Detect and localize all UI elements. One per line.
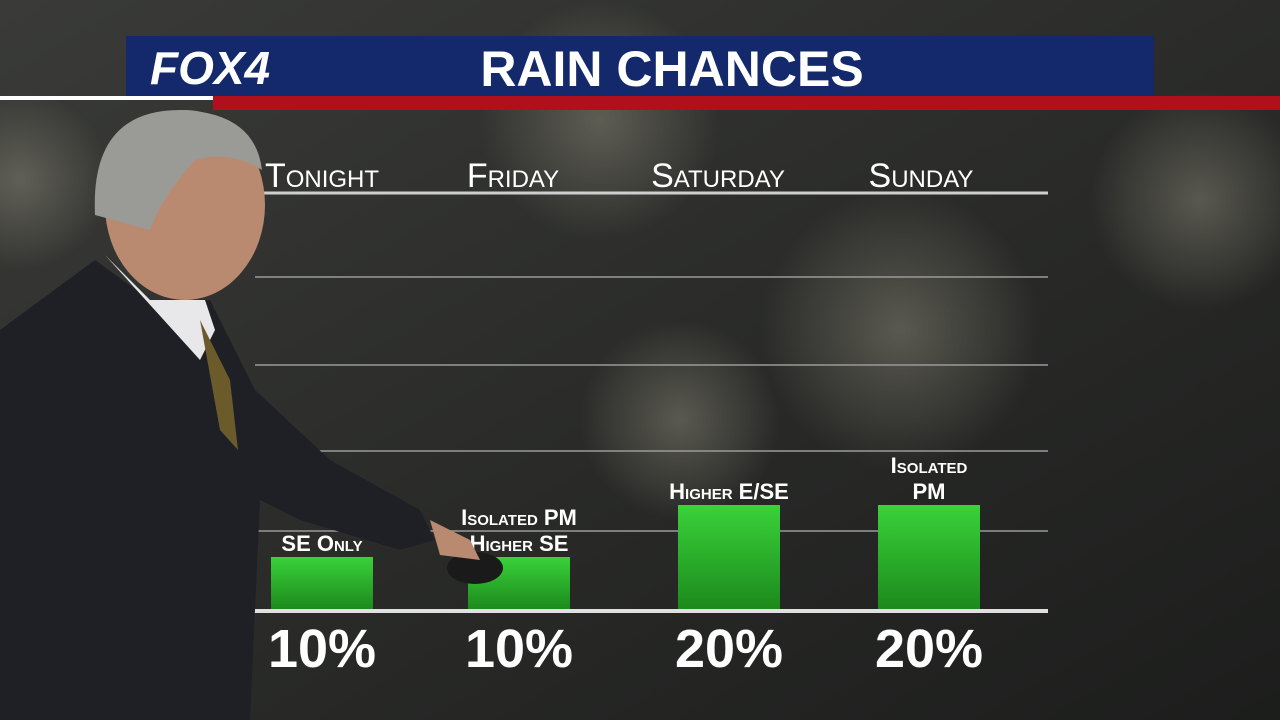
day-label: Tonight (265, 157, 379, 195)
value-label: 10% (268, 619, 376, 679)
bokeh (0, 0, 1280, 520)
day-label: Friday (467, 157, 559, 195)
bar (878, 505, 980, 609)
header-red-stripe (213, 96, 1280, 110)
presenter (0, 110, 503, 720)
value-label: 20% (675, 619, 783, 679)
header-bar (126, 36, 1154, 96)
value-label: 10% (465, 619, 573, 679)
annotation: SE Only (281, 531, 362, 556)
guide-lines (255, 191, 1048, 532)
day-label: Sunday (869, 157, 974, 195)
header-white-stripe (0, 96, 213, 100)
bar (271, 557, 373, 609)
annotation: PM (913, 479, 946, 504)
annotation: Isolated (891, 453, 968, 478)
annotation: Higher SE (470, 531, 569, 556)
bar (678, 505, 780, 609)
logo: FOX4 (150, 42, 270, 94)
day-label: Saturday (651, 157, 785, 195)
annotation: Isolated PM (461, 505, 577, 530)
chart-title: RAIN CHANCES (480, 41, 863, 97)
value-label: 20% (875, 619, 983, 679)
annotation: Higher E/SE (669, 479, 789, 504)
